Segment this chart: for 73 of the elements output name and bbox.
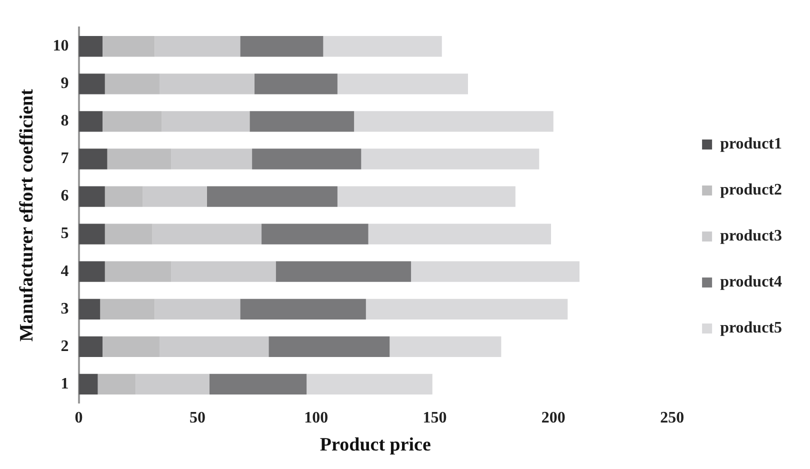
bar xyxy=(268,336,390,358)
y-axis-title: Manufacturer effort coefficient xyxy=(16,88,38,342)
bar xyxy=(368,224,552,244)
bar xyxy=(78,36,103,57)
x-tick-label: 0 xyxy=(74,410,83,427)
bar xyxy=(78,298,100,320)
y-tick-label: 5 xyxy=(60,225,69,242)
bar xyxy=(78,148,108,170)
bar xyxy=(252,148,362,170)
y-tick-label: 4 xyxy=(60,262,69,280)
y-tick-label: 2 xyxy=(60,338,69,355)
bar xyxy=(78,336,103,358)
bar xyxy=(390,336,502,358)
y-tick-label: 10 xyxy=(52,38,69,55)
y-tick-label: 8 xyxy=(60,112,69,130)
bar xyxy=(78,224,105,244)
legend-label: product1 xyxy=(720,136,782,153)
bar xyxy=(240,298,366,320)
legend-label: product4 xyxy=(720,274,782,291)
x-tick-label: 250 xyxy=(660,410,684,427)
y-tick-label: 1 xyxy=(60,375,69,392)
bar xyxy=(276,261,412,282)
bar xyxy=(240,36,324,57)
bar xyxy=(337,74,468,94)
bar xyxy=(78,374,98,395)
bar xyxy=(104,224,152,244)
bar xyxy=(100,298,155,320)
legend-label: product3 xyxy=(720,228,782,245)
bar xyxy=(136,374,210,395)
bar xyxy=(78,74,105,94)
bar xyxy=(102,36,155,57)
bar xyxy=(78,111,103,132)
bar xyxy=(104,186,143,207)
bar xyxy=(152,224,262,244)
bar xyxy=(366,298,568,320)
bar xyxy=(159,336,269,358)
bar xyxy=(104,261,172,282)
bar xyxy=(78,186,105,207)
bar xyxy=(250,111,354,132)
bar xyxy=(171,148,252,170)
bar xyxy=(98,374,136,395)
x-tick-label: 100 xyxy=(304,410,328,427)
bar xyxy=(159,74,254,94)
bar xyxy=(104,74,160,94)
x-axis-title: Product price xyxy=(320,434,431,456)
x-tick-label: 150 xyxy=(422,410,447,427)
y-tick-label: 3 xyxy=(60,300,69,318)
bar xyxy=(107,148,172,170)
bar xyxy=(306,374,432,395)
bar xyxy=(78,261,105,282)
bar xyxy=(171,261,276,282)
bar xyxy=(262,224,368,244)
y-tick-label: 6 xyxy=(60,188,69,205)
bar xyxy=(254,74,338,94)
y-tick-label: 7 xyxy=(60,150,69,168)
bar xyxy=(361,148,540,170)
y-tick-label: 9 xyxy=(60,75,69,92)
bar xyxy=(154,36,240,57)
legend-label: product5 xyxy=(720,320,782,337)
bar xyxy=(411,261,580,282)
x-tick-label: 50 xyxy=(189,410,206,427)
x-tick-label: 200 xyxy=(541,410,566,427)
legend-label: product2 xyxy=(720,182,782,199)
bar xyxy=(154,298,240,320)
bar xyxy=(209,374,307,395)
bar xyxy=(102,336,160,358)
bar xyxy=(354,111,554,132)
bar xyxy=(323,36,442,57)
bar xyxy=(337,186,516,207)
bar xyxy=(162,111,250,132)
bar xyxy=(102,111,162,132)
bar xyxy=(142,186,207,207)
bar xyxy=(206,186,338,207)
